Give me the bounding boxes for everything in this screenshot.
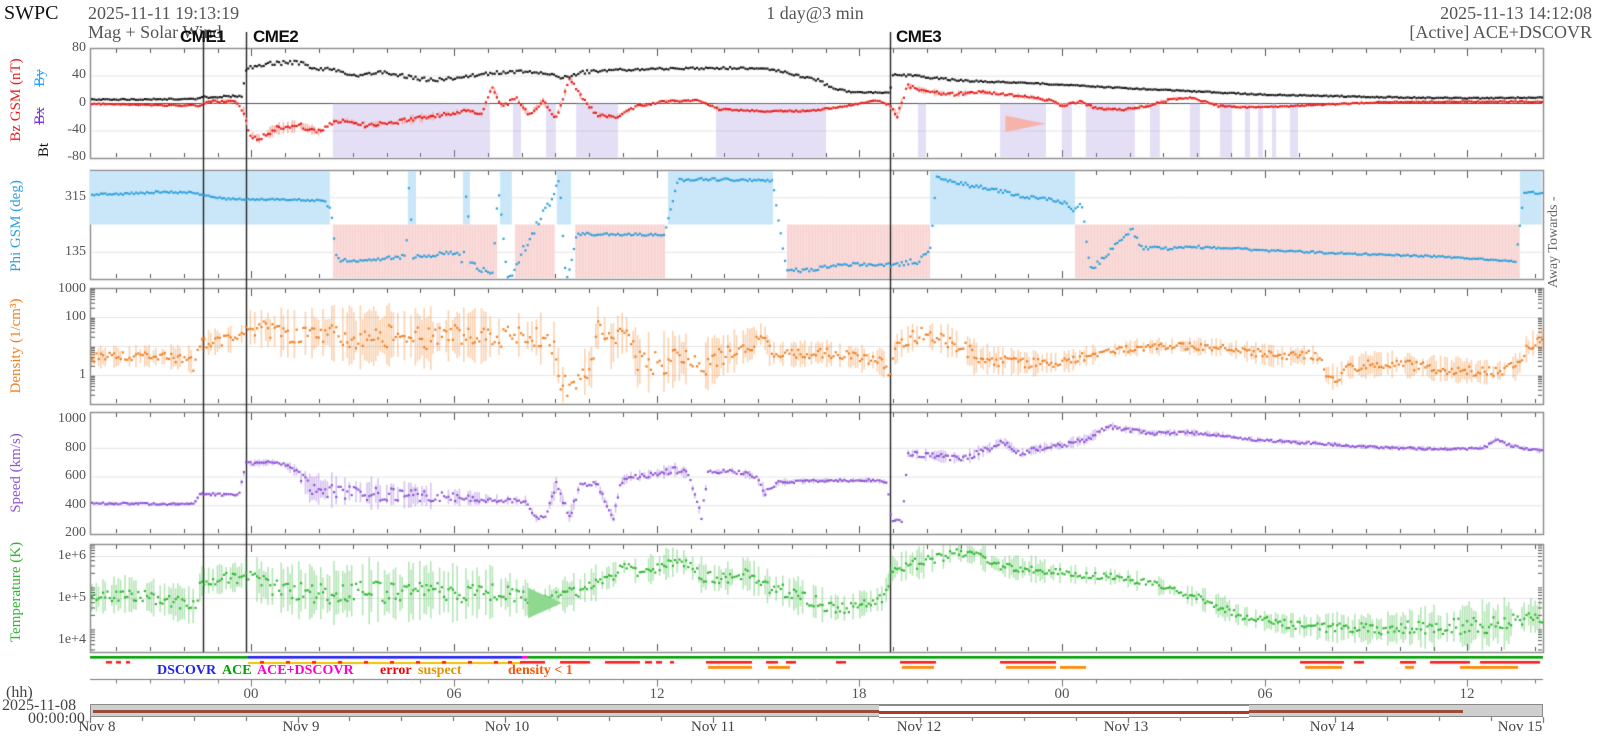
axis-label-phi: Phi GSM (deg) <box>8 180 24 272</box>
window-start-time: 2025-11-11 19:13:19 <box>88 3 240 23</box>
resolution-label: 1 day@3 min <box>766 3 864 23</box>
date-label: Nov 8 <box>78 719 116 735</box>
y-tick-label: 1000 <box>58 281 86 296</box>
hour-tick-label: 00 <box>1054 686 1070 702</box>
y-tick-label: 1e+4 <box>57 632 86 647</box>
legend-item-error: error <box>380 663 412 678</box>
hour-tick-label: 12 <box>1459 686 1475 702</box>
axis-label-bt: Bt <box>36 142 52 158</box>
plot-title: Mag + Solar Wind <box>88 22 222 42</box>
scrollbar-start-date: 2025-11-08 <box>2 697 77 714</box>
axis-label-speed: Speed (km/s) <box>8 433 24 513</box>
y-tick-label: 0 <box>79 95 86 110</box>
y-tick-label: 1e+6 <box>57 548 86 563</box>
hour-tick-label: 18 <box>851 686 867 702</box>
date-label: Nov 15 <box>1497 719 1543 735</box>
y-tick-label: 1000 <box>58 411 86 426</box>
y-tick-label: 135 <box>65 244 86 259</box>
hh-axis-label: (hh) <box>6 684 33 701</box>
legend-item-dscovr: DSCOVR <box>157 663 217 678</box>
y-tick-label: 1e+5 <box>57 590 86 605</box>
y-tick-label: 40 <box>72 67 86 82</box>
date-label: Nov 14 <box>1309 719 1355 735</box>
y-tick-label: 600 <box>65 468 86 483</box>
axis-label-density: Density (1/cm³) <box>8 298 24 394</box>
date-label: Nov 9 <box>282 719 320 735</box>
cme-label-cme2: CME2 <box>253 27 299 46</box>
hour-tick-label: 06 <box>1257 686 1273 702</box>
scrollbar-data-coverage-line <box>93 710 1463 713</box>
hour-tick-label: 12 <box>649 686 665 702</box>
time-range-scrollbar[interactable] <box>90 704 1543 718</box>
scrollbar-start-time: 00:00:00 <box>28 710 85 727</box>
y-tick-label: 100 <box>65 309 86 324</box>
data-source-status: [Active] ACE+DSCOVR <box>1409 22 1592 42</box>
y-tick-label: -40 <box>67 122 86 137</box>
axis-label-temperature: Temperature (K) <box>8 541 24 643</box>
scrollbar-view-window[interactable] <box>879 705 1249 718</box>
legend-item-ace: ACE <box>222 663 252 678</box>
y-tick-label: -80 <box>67 149 86 164</box>
cme-label-cme3: CME3 <box>896 27 942 46</box>
y-tick-label: 315 <box>65 189 86 204</box>
y-tick-label: 200 <box>65 525 86 540</box>
window-end-time: 2025-11-13 14:12:08 <box>1440 3 1592 23</box>
date-label: Nov 12 <box>896 719 942 735</box>
date-label: Nov 13 <box>1103 719 1149 735</box>
axis-label-bz: Bz GSM (nT) <box>8 58 24 142</box>
away-towards-label: Away Towards - <box>1546 196 1561 288</box>
legend-item-density----: density < 1 <box>508 663 573 678</box>
y-tick-label: 800 <box>65 440 86 455</box>
cme-label-cme1: CME1 <box>180 27 226 46</box>
date-label: Nov 11 <box>690 719 736 735</box>
swpc-logo-text: SWPC <box>4 2 59 24</box>
axis-label-bx: Bx <box>32 107 48 125</box>
legend-item-suspect: suspect <box>418 663 462 678</box>
y-tick-label: 400 <box>65 497 86 512</box>
axis-label-by: By <box>32 69 48 87</box>
hour-tick-label: 00 <box>243 686 259 702</box>
y-tick-label: 1 <box>79 367 86 382</box>
scrollbar-window-coverage-line <box>879 711 1249 714</box>
legend-item-ace-dscovr: ACE+DSCOVR <box>257 663 354 678</box>
date-label: Nov 10 <box>484 719 530 735</box>
hour-tick-label: 06 <box>446 686 462 702</box>
y-tick-label: 80 <box>72 40 86 55</box>
